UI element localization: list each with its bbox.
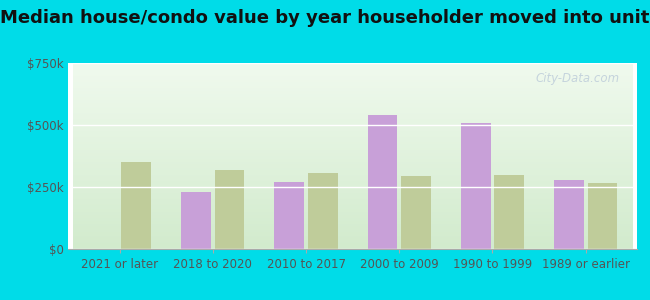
Text: City-Data.com: City-Data.com xyxy=(536,72,620,85)
Bar xyxy=(367,115,397,249)
Bar xyxy=(554,180,584,249)
Bar xyxy=(588,183,618,249)
Bar xyxy=(181,192,211,249)
Bar xyxy=(274,182,304,249)
Text: Median house/condo value by year householder moved into unit: Median house/condo value by year househo… xyxy=(0,9,650,27)
Bar xyxy=(401,176,431,249)
Bar xyxy=(495,175,524,249)
Bar xyxy=(308,173,338,249)
Bar xyxy=(461,122,491,249)
Bar xyxy=(122,162,151,249)
Bar xyxy=(214,169,244,249)
